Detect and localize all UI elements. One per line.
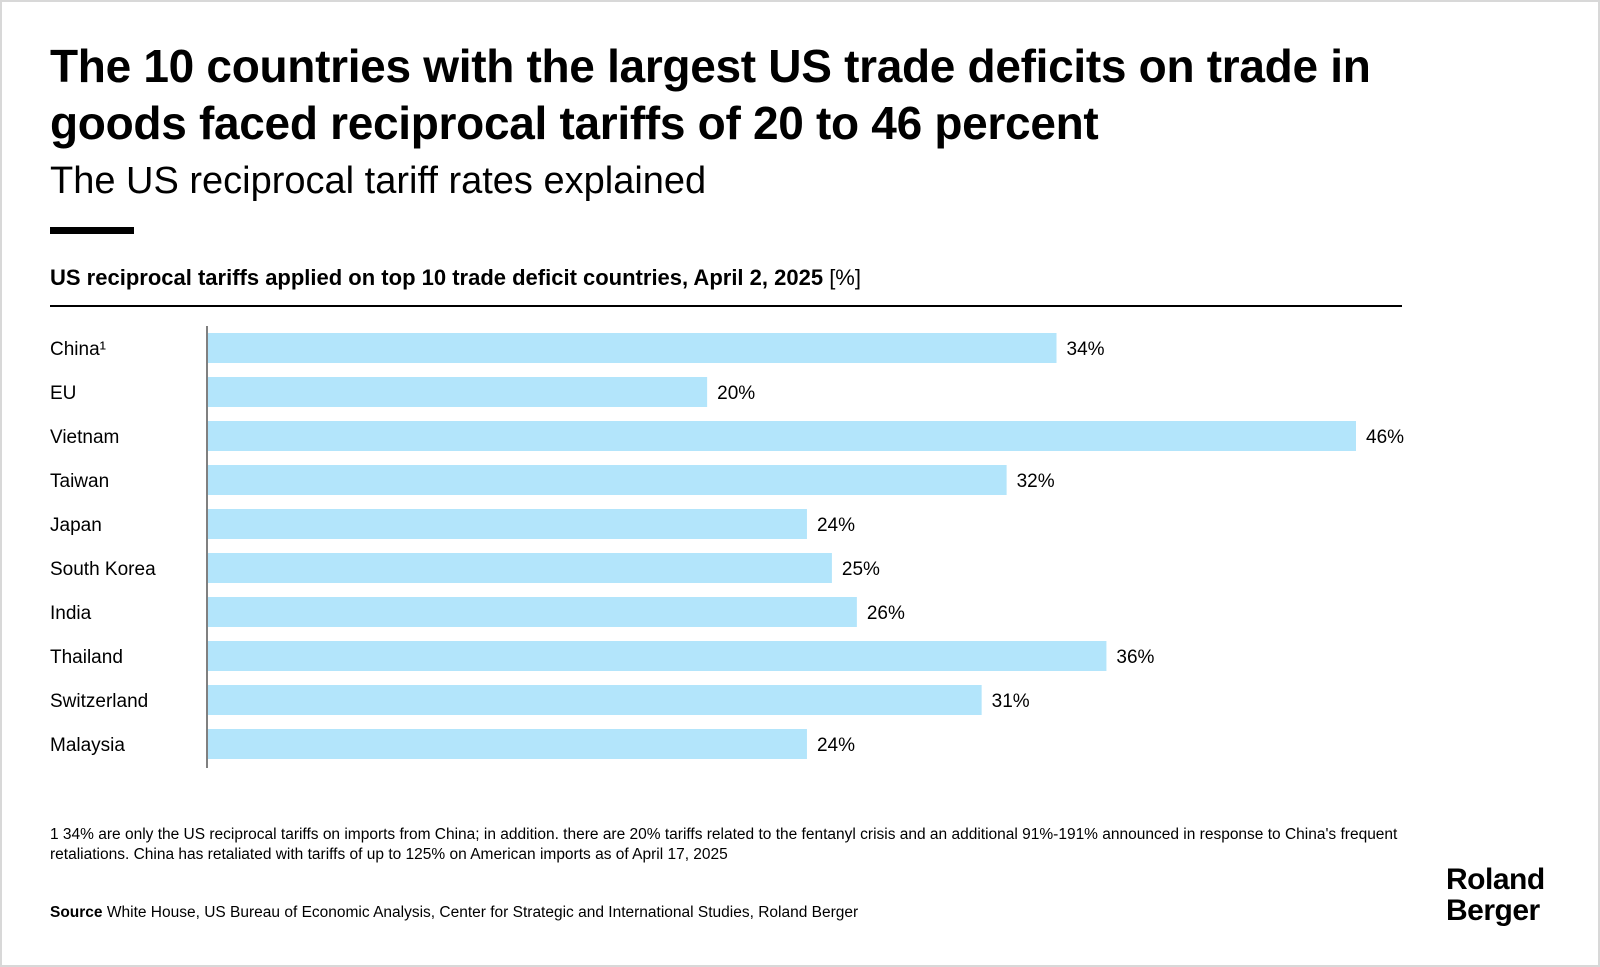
bar <box>208 377 708 407</box>
roland-berger-logo: Roland Berger <box>1446 864 1545 926</box>
category-label: Malaysia <box>50 735 125 756</box>
bar <box>208 729 807 759</box>
value-label: 26% <box>867 603 905 624</box>
bar <box>208 509 807 539</box>
value-label: 25% <box>842 559 880 580</box>
footnote: 1 34% are only the US reciprocal tariffs… <box>50 826 1398 863</box>
bar <box>208 553 832 583</box>
title-accent-rule <box>50 227 134 234</box>
bar <box>208 685 982 715</box>
page-title: The 10 countries with the largest US tra… <box>50 40 1371 149</box>
source-text: White House, US Bureau of Economic Analy… <box>102 904 859 921</box>
bar <box>208 641 1107 671</box>
chart-heading-unit: [%] <box>829 265 861 290</box>
source-note: Source White House, US Bureau of Economi… <box>50 903 858 923</box>
category-label: Japan <box>50 515 102 536</box>
category-label: China¹ <box>50 339 106 360</box>
page-subtitle: The US reciprocal tariff rates explained <box>50 160 707 202</box>
value-label: 24% <box>817 515 855 536</box>
bar <box>208 333 1057 363</box>
category-label: Thailand <box>50 647 123 668</box>
logo-line-2: Berger <box>1446 894 1540 927</box>
chart-heading: US reciprocal tariffs applied on top 10 … <box>50 263 861 293</box>
value-label: 24% <box>817 735 855 756</box>
value-label: 46% <box>1366 427 1404 448</box>
value-label: 34% <box>1067 339 1105 360</box>
category-label: Vietnam <box>50 427 119 448</box>
category-label: South Korea <box>50 559 156 580</box>
bar <box>208 421 1356 451</box>
category-label: Switzerland <box>50 691 148 712</box>
logo-line-1: Roland <box>1446 863 1545 896</box>
source-label: Source <box>50 904 103 921</box>
value-label: 31% <box>992 691 1030 712</box>
bar <box>208 597 857 627</box>
bar <box>208 465 1007 495</box>
category-label: India <box>50 603 92 624</box>
value-label: 36% <box>1116 647 1154 668</box>
value-label: 32% <box>1017 471 1055 492</box>
chart-heading-text: US reciprocal tariffs applied on top 10 … <box>50 265 824 290</box>
category-label: Taiwan <box>50 471 109 492</box>
value-label: 20% <box>717 383 755 404</box>
category-label: EU <box>50 383 76 404</box>
chart-heading-rule <box>50 305 1402 307</box>
